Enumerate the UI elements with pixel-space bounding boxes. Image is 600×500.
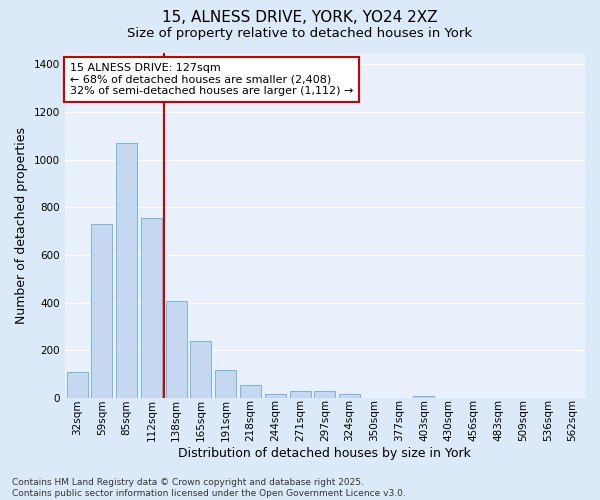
Bar	[290, 391, 311, 398]
Bar	[339, 394, 360, 398]
Text: Size of property relative to detached houses in York: Size of property relative to detached ho…	[127, 28, 473, 40]
Bar	[116, 143, 137, 398]
Bar	[91, 224, 112, 398]
Bar	[314, 392, 335, 398]
X-axis label: Distribution of detached houses by size in York: Distribution of detached houses by size …	[178, 447, 471, 460]
Y-axis label: Number of detached properties: Number of detached properties	[15, 126, 28, 324]
Bar	[141, 218, 162, 398]
Bar	[413, 396, 434, 398]
Bar	[190, 341, 211, 398]
Bar	[215, 370, 236, 398]
Bar	[166, 302, 187, 398]
Bar	[240, 385, 261, 398]
Bar	[265, 394, 286, 398]
Text: 15 ALNESS DRIVE: 127sqm
← 68% of detached houses are smaller (2,408)
32% of semi: 15 ALNESS DRIVE: 127sqm ← 68% of detache…	[70, 63, 353, 96]
Bar	[67, 372, 88, 398]
Text: 15, ALNESS DRIVE, YORK, YO24 2XZ: 15, ALNESS DRIVE, YORK, YO24 2XZ	[162, 10, 438, 25]
Text: Contains HM Land Registry data © Crown copyright and database right 2025.
Contai: Contains HM Land Registry data © Crown c…	[12, 478, 406, 498]
